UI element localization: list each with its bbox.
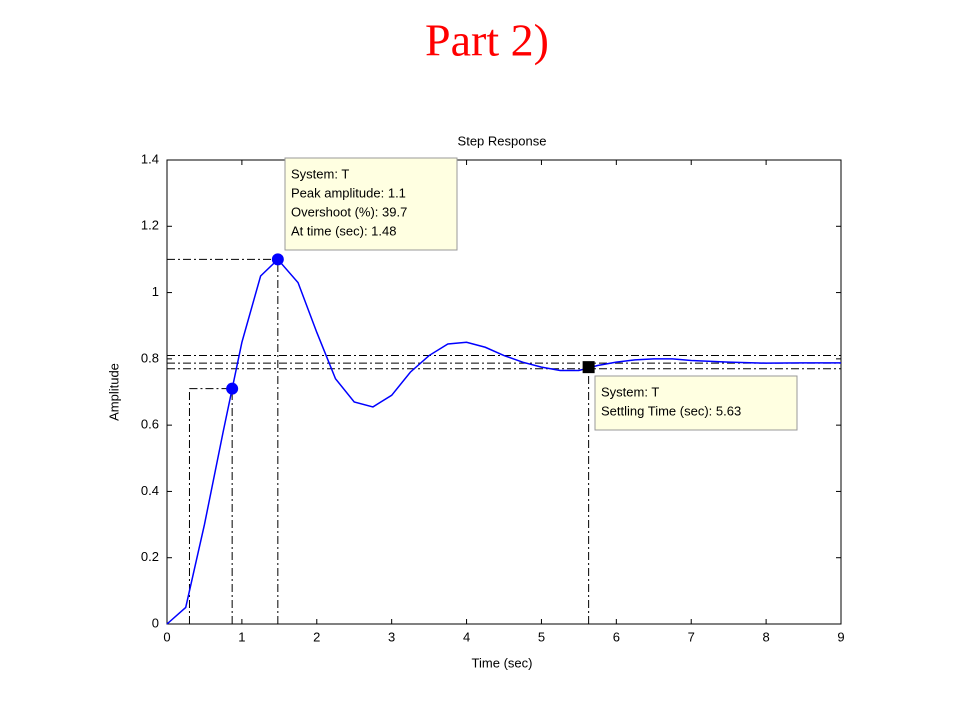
y-tick-label: 1.2 xyxy=(141,218,159,233)
data-tip xyxy=(594,375,798,431)
x-tick-label: 6 xyxy=(613,629,620,644)
x-tick-label: 7 xyxy=(688,629,695,644)
x-tick-label: 0 xyxy=(163,629,170,644)
data-tip-text: Peak amplitude: 1.1 xyxy=(291,185,406,200)
x-tick-label: 9 xyxy=(837,629,844,644)
x-tick-label: 5 xyxy=(538,629,545,644)
data-marker xyxy=(226,382,239,395)
x-tick-label: 4 xyxy=(463,629,470,644)
y-tick-label: 0.2 xyxy=(141,549,159,564)
y-tick-label: 0.4 xyxy=(141,483,159,498)
data-tip-text: Overshoot (%): 39.7 xyxy=(291,204,407,219)
y-tick-label: 0 xyxy=(152,615,159,630)
data-tip-text: At time (sec): 1.48 xyxy=(291,223,396,238)
data-marker xyxy=(582,361,595,374)
data-tip-text: System: T xyxy=(291,166,349,181)
x-tick-label: 2 xyxy=(313,629,320,644)
data-tip xyxy=(284,157,458,251)
data-marker xyxy=(271,253,284,266)
y-tick-label: 1.4 xyxy=(141,151,159,166)
data-tip-text: Settling Time (sec): 5.63 xyxy=(601,403,741,418)
line-series xyxy=(166,258,841,625)
y-tick-label: 0.8 xyxy=(141,350,159,365)
y-axis-label: Amplitude xyxy=(106,363,121,421)
x-tick-label: 1 xyxy=(238,629,245,644)
y-tick-label: 0.6 xyxy=(141,417,159,432)
chart-title: Step Response xyxy=(458,133,547,148)
x-tick-label: 3 xyxy=(388,629,395,644)
y-tick-label: 1 xyxy=(152,284,159,299)
x-axis-label: Time (sec) xyxy=(472,655,533,670)
data-tip-text: System: T xyxy=(601,384,659,399)
slide-heading: Part 2) xyxy=(425,15,549,66)
x-tick-label: 8 xyxy=(762,629,769,644)
